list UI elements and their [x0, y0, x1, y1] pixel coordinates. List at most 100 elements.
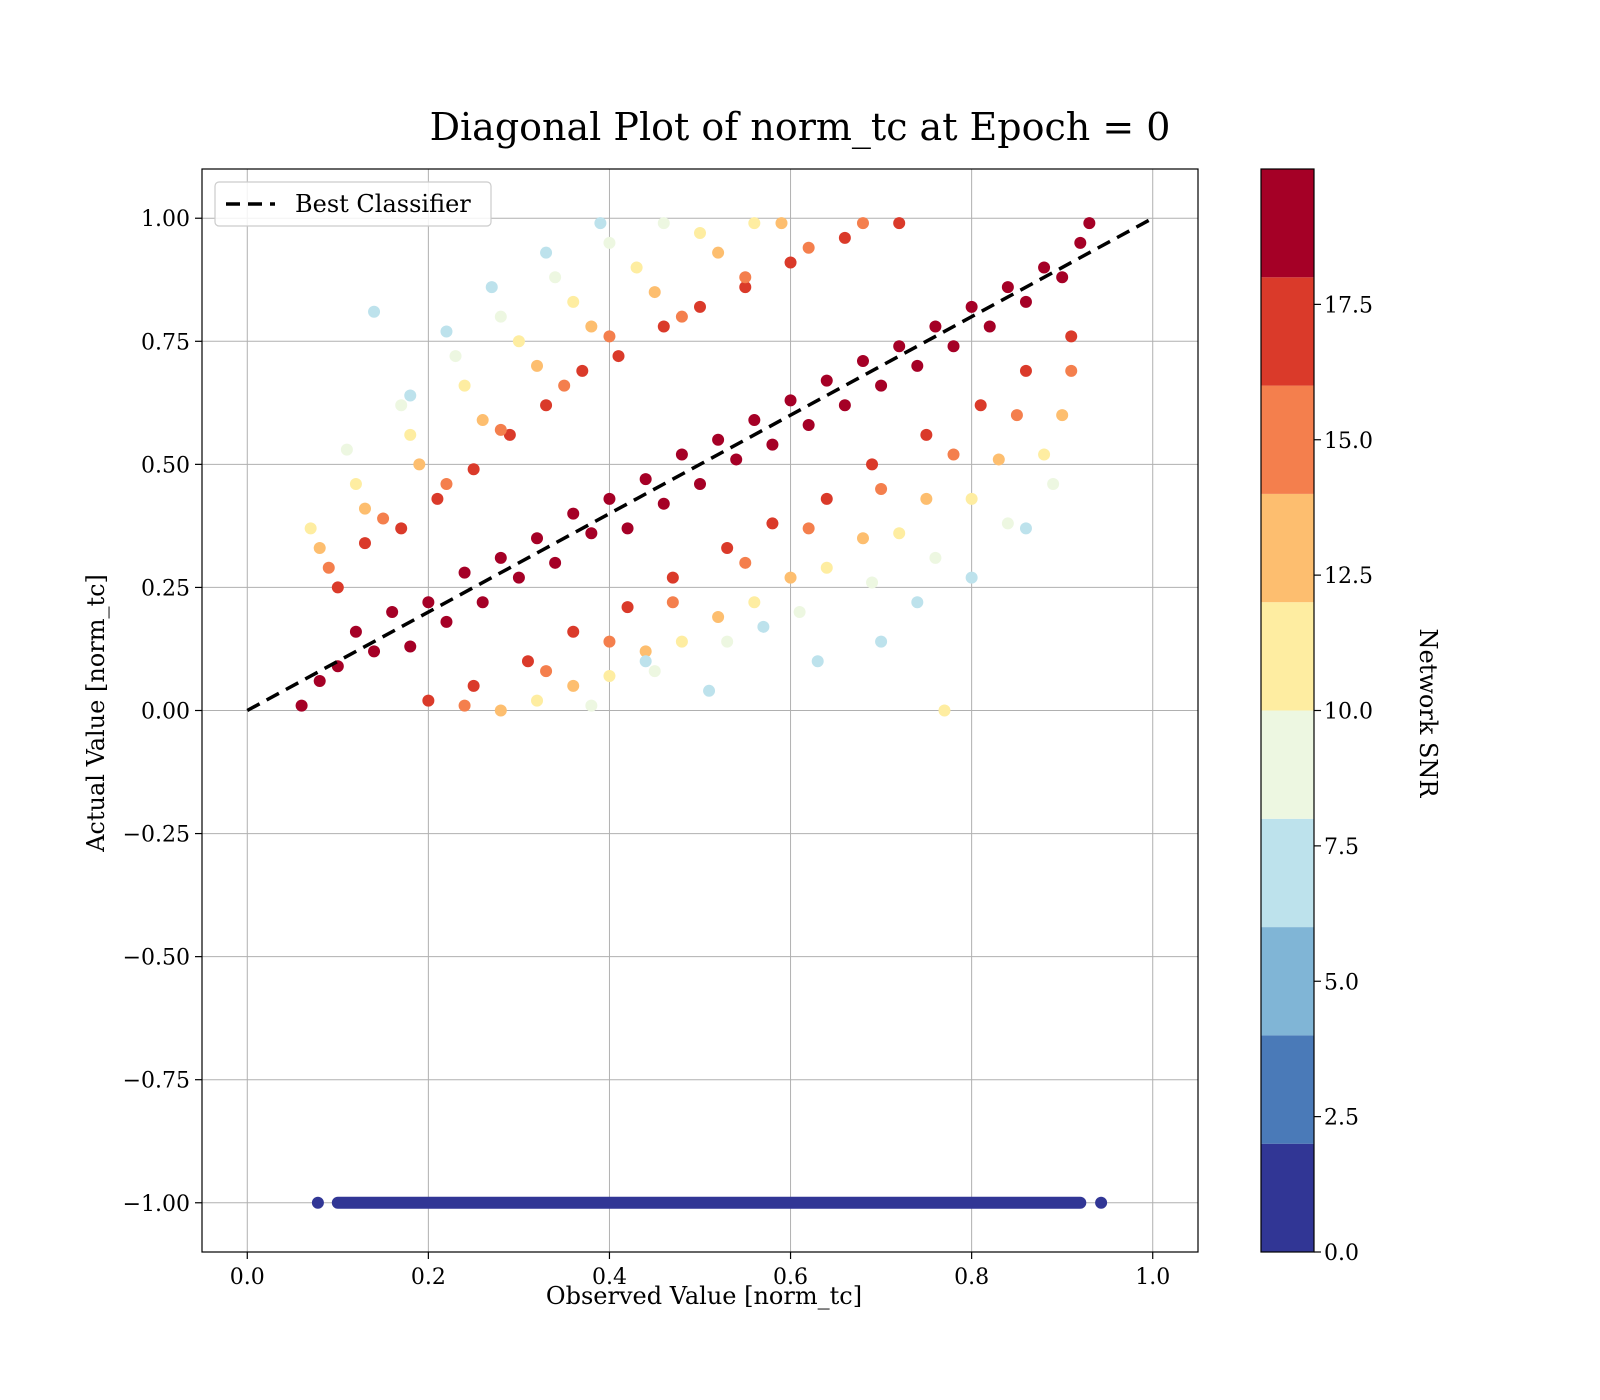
data-point: [494, 551, 507, 564]
data-point: [494, 423, 507, 436]
data-point: [911, 359, 924, 372]
data-point: [802, 522, 815, 535]
data-point: [965, 492, 978, 505]
colorbar-band: [1261, 385, 1314, 494]
data-point: [567, 507, 580, 520]
data-point: [467, 463, 480, 476]
colorbar-label: Network SNR: [1414, 629, 1442, 799]
colorbar: 0.0 2.5 5.0 7.5 10.0 12.5 15.0 17.5: [1260, 168, 1373, 1266]
data-point: [666, 596, 679, 609]
x-tick-label: 0.0: [230, 1265, 265, 1290]
data-point: [494, 704, 507, 717]
data-point: [875, 635, 888, 648]
data-point: [540, 246, 553, 259]
data-point: [866, 576, 879, 589]
data-point: [1019, 364, 1032, 377]
colorbar-tick-label: 10.0: [1324, 700, 1373, 725]
data-point: [558, 379, 571, 392]
data-point: [802, 241, 815, 254]
data-point: [657, 497, 670, 510]
data-point: [721, 635, 734, 648]
data-point: [856, 532, 869, 545]
data-point: [875, 379, 888, 392]
data-point: [938, 704, 951, 717]
data-point: [313, 542, 326, 555]
colorbar-tick-label: 7.5: [1324, 835, 1359, 860]
data-point: [531, 359, 544, 372]
data-point: [458, 566, 471, 579]
y-tick-label: −0.75: [123, 1069, 190, 1094]
data-point: [603, 635, 616, 648]
data-point: [757, 620, 770, 633]
data-point: [377, 512, 390, 525]
data-point: [603, 236, 616, 249]
data-point: [467, 679, 480, 692]
data-point: [694, 226, 706, 239]
data-point: [594, 217, 607, 230]
data-point: [648, 286, 661, 299]
data-point: [893, 217, 906, 230]
data-point: [666, 571, 679, 584]
data-point: [549, 271, 562, 284]
data-point: [721, 542, 734, 555]
data-point: [413, 458, 426, 471]
data-point: [386, 606, 399, 619]
colorbar-band: [1261, 602, 1314, 711]
y-axis-label: Actual Value [norm_tc]: [82, 574, 110, 853]
colorbar-band: [1261, 493, 1314, 603]
data-point: [540, 399, 553, 412]
data-point: [422, 694, 435, 707]
data-point: [521, 655, 534, 668]
data-point: [311, 1196, 324, 1209]
data-point: [603, 492, 616, 505]
y-tick-label: −0.25: [123, 823, 190, 848]
data-point: [838, 231, 851, 244]
data-point: [304, 522, 317, 535]
data-point: [531, 532, 544, 545]
data-point: [856, 354, 869, 367]
legend-box: [214, 181, 492, 227]
data-point: [992, 453, 1005, 466]
data-point: [1038, 261, 1051, 274]
data-point: [503, 428, 516, 441]
data-point: [440, 478, 453, 491]
data-point: [621, 522, 634, 535]
data-point: [929, 551, 942, 564]
data-point: [730, 453, 743, 466]
data-point: [820, 561, 833, 574]
y-tick-label: 0.00: [141, 700, 190, 725]
data-point: [920, 428, 933, 441]
chart-title: Diagonal Plot of norm_tc at Epoch = 0: [430, 105, 1171, 150]
x-tick-label: 0.8: [954, 1265, 989, 1290]
data-point: [648, 665, 661, 678]
data-point: [395, 522, 408, 535]
grid-lines: [202, 169, 1198, 1252]
data-point: [1019, 522, 1032, 535]
data-point: [567, 625, 580, 638]
data-point: [675, 635, 688, 648]
data-point: [458, 699, 471, 712]
data-point: [820, 492, 833, 505]
colorbar-band: [1261, 1035, 1314, 1144]
colorbar-tick-label: 5.0: [1324, 970, 1359, 995]
data-point: [712, 610, 725, 623]
colorbar-tick-label: 0.0: [1324, 1241, 1359, 1266]
data-point: [657, 320, 670, 333]
data-point: [775, 217, 788, 230]
data-point: [748, 217, 761, 230]
data-point: [567, 295, 580, 308]
data-point: [612, 350, 625, 363]
data-point: [512, 571, 525, 584]
data-point: [449, 350, 462, 363]
data-point: [929, 320, 942, 333]
data-point: [920, 492, 933, 505]
data-point: [358, 537, 371, 550]
data-point: [712, 246, 725, 259]
data-point: [856, 217, 869, 230]
data-point: [657, 217, 670, 230]
x-tick-label: 0.6: [773, 1265, 808, 1290]
data-point: [621, 601, 634, 614]
data-point: [404, 640, 417, 653]
data-point: [766, 438, 779, 451]
